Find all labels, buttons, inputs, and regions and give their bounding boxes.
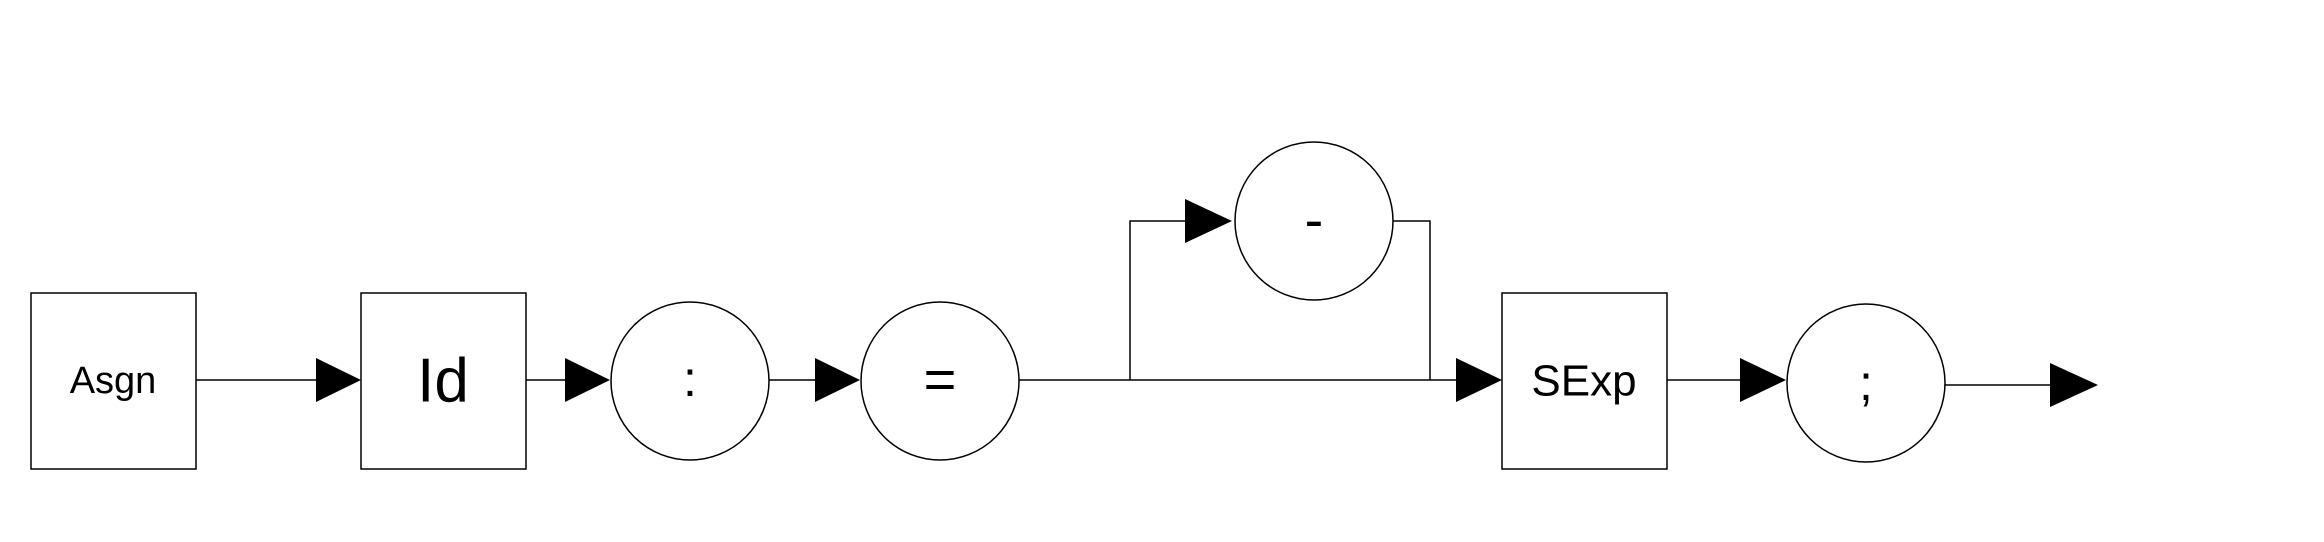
node-semicolon-label: ; xyxy=(1859,355,1873,411)
arrowheads xyxy=(316,199,2098,407)
node-sexp: SExp xyxy=(1501,292,1668,470)
node-minus: - xyxy=(1234,141,1394,301)
node-id-label: Id xyxy=(417,347,469,416)
node-asgn: Asgn xyxy=(30,292,197,470)
node-id-box xyxy=(360,292,527,470)
arrowhead-into-semicolon xyxy=(1740,358,1786,402)
node-sexp-label: SExp xyxy=(1531,357,1636,406)
node-equals-circle xyxy=(860,301,1020,461)
node-sexp-box xyxy=(1501,292,1668,470)
arrowhead-into-equals xyxy=(815,358,860,402)
edges xyxy=(196,220,2052,386)
node-asgn-box xyxy=(30,292,197,470)
arrowhead-into-minus xyxy=(1185,199,1232,243)
node-minus-circle xyxy=(1234,141,1394,301)
node-colon-circle xyxy=(610,301,770,461)
node-id: Id xyxy=(360,292,527,470)
node-equals: = xyxy=(860,301,1020,461)
edge-equals-to-minus-line xyxy=(1129,220,1185,380)
arrowhead-into-sexp xyxy=(1456,358,1502,402)
node-equals-label: = xyxy=(924,348,957,411)
arrowhead-into-id xyxy=(316,358,361,402)
arrowhead-exit xyxy=(2050,363,2098,407)
node-semicolon-circle xyxy=(1786,303,1946,463)
edge-minus-to-sexp-line xyxy=(1390,220,1431,380)
node-semicolon: ; xyxy=(1786,303,1946,463)
node-minus-label: - xyxy=(1305,188,1324,251)
arrowhead-into-colon xyxy=(565,358,610,402)
node-asgn-label: Asgn xyxy=(70,360,157,402)
node-colon-label: : xyxy=(683,351,697,407)
node-colon: : xyxy=(610,301,770,461)
